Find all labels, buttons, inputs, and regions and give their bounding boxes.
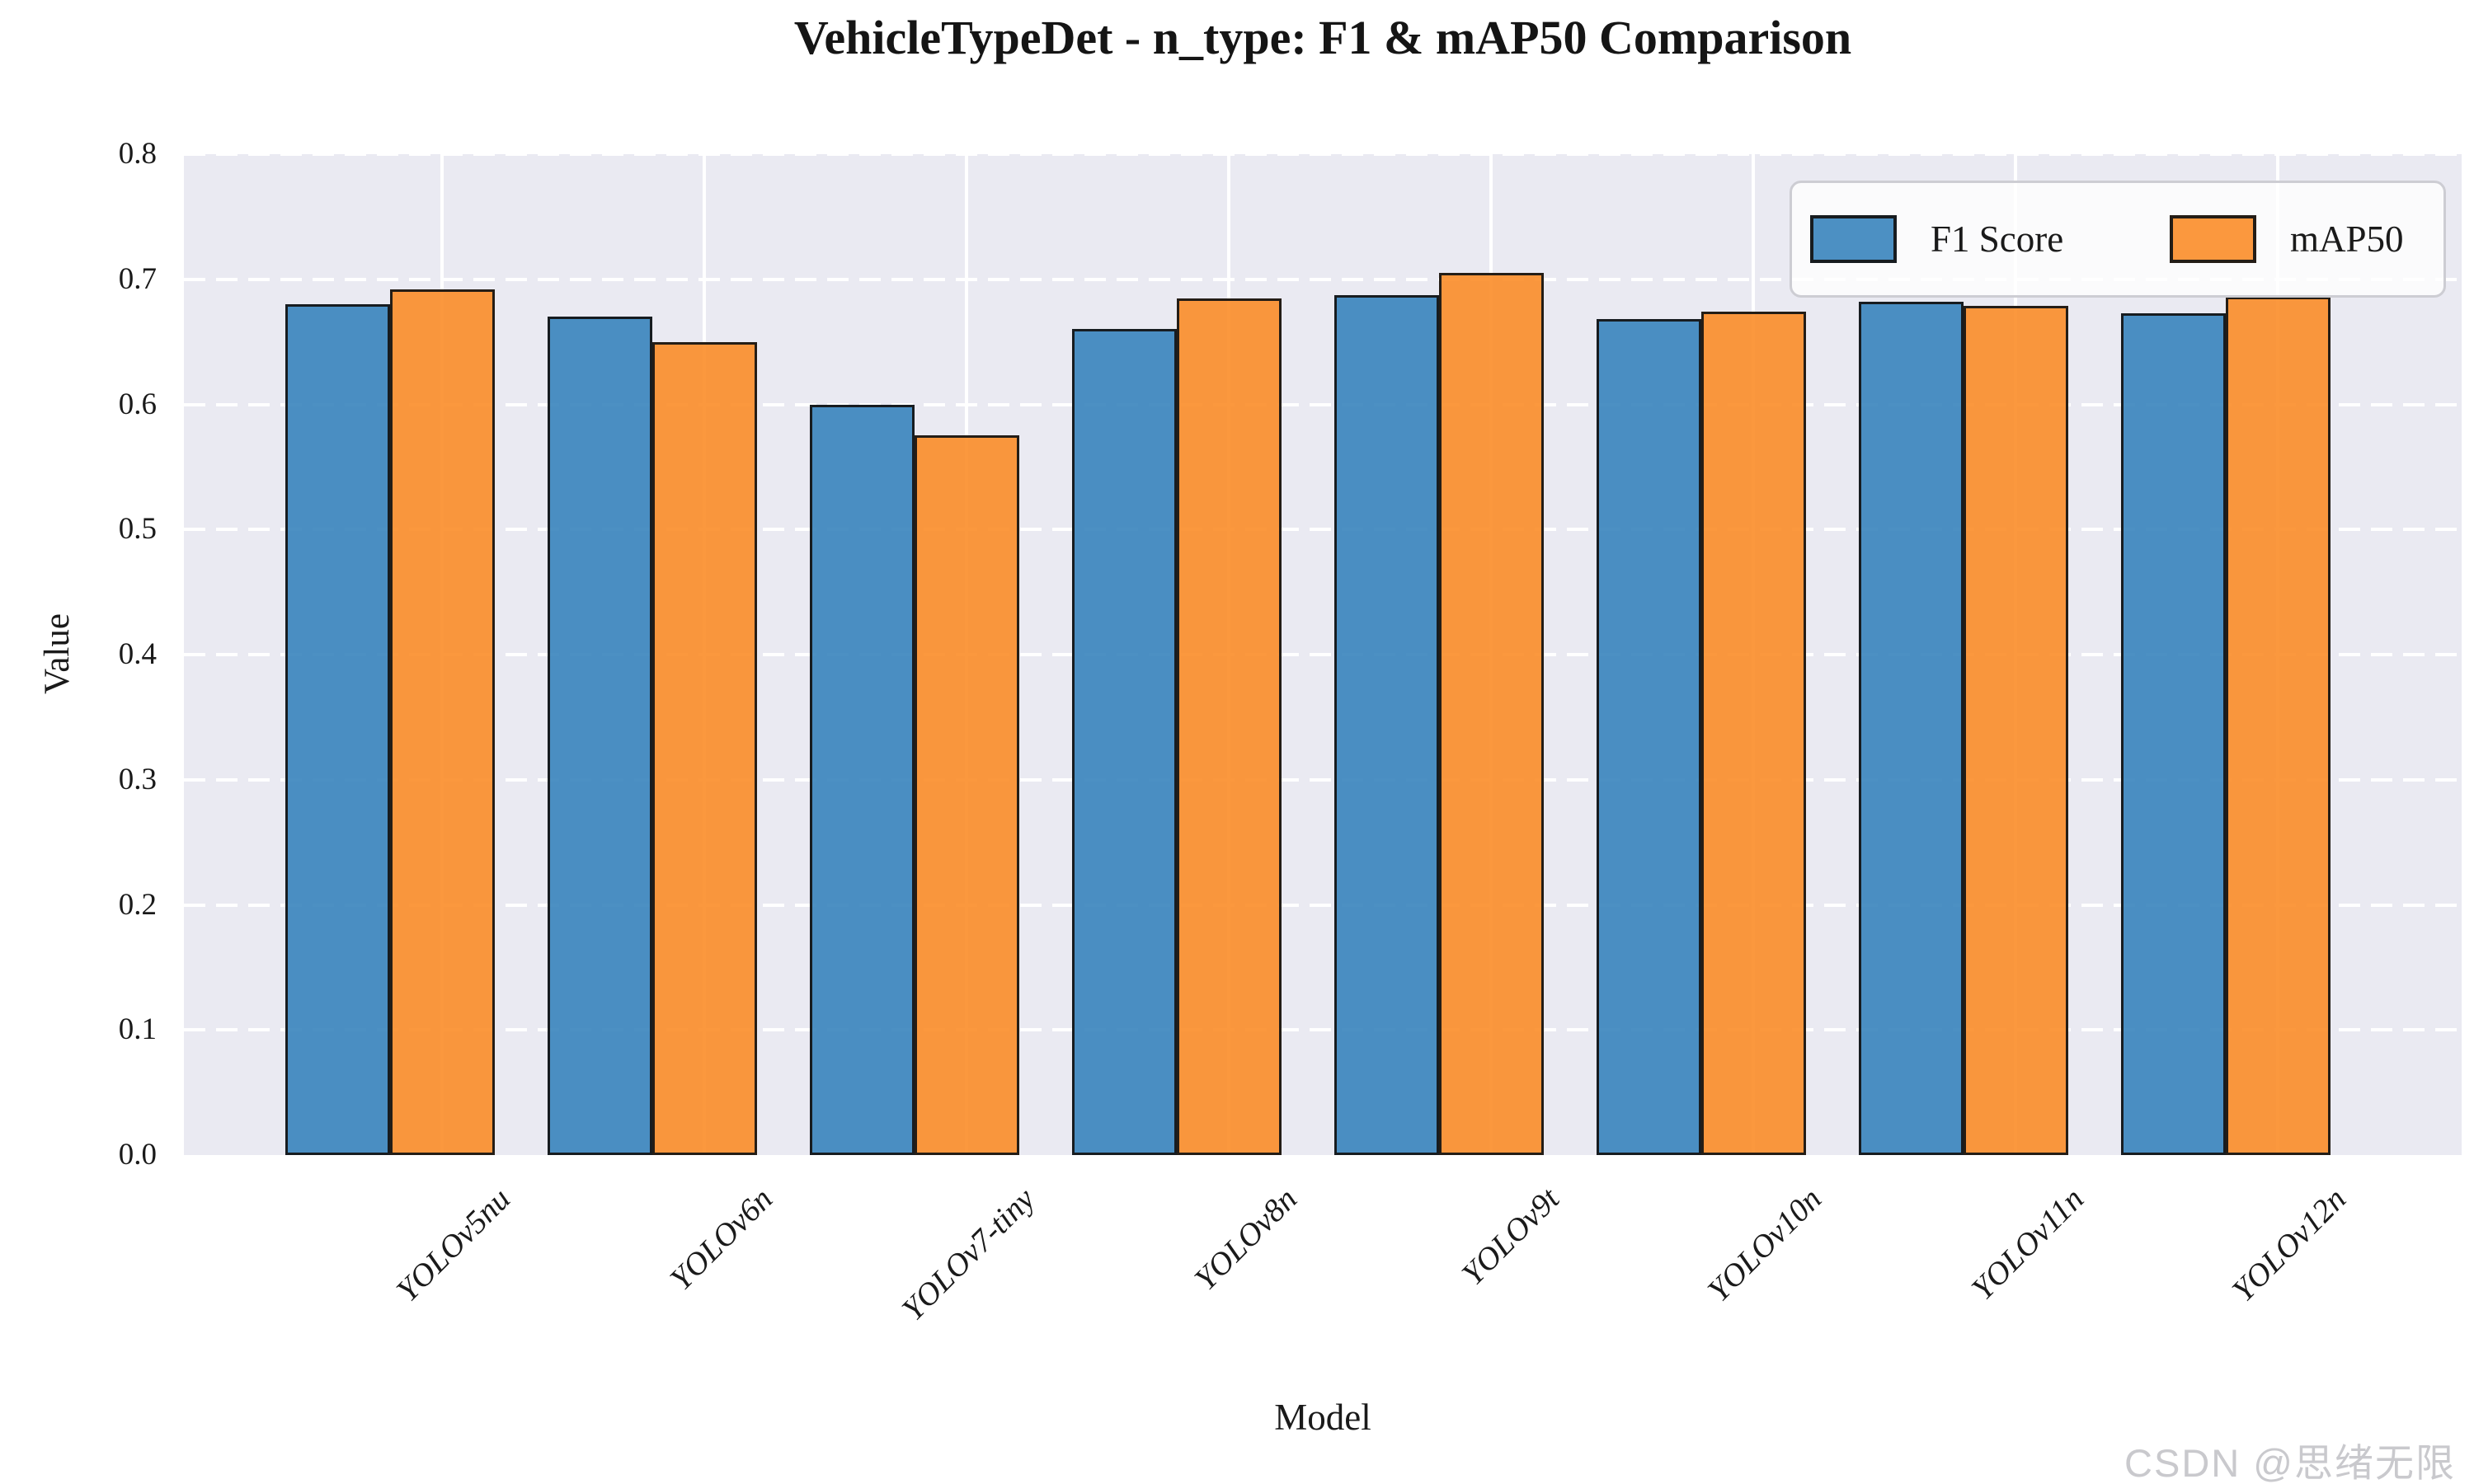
y-tick-label-0.1: 0.1	[118, 1012, 157, 1047]
bar-map50-yolov10n	[1700, 312, 1806, 1155]
y-tick-label-0.0: 0.0	[118, 1138, 157, 1172]
bar-f1-score-yolov11n	[1858, 302, 1964, 1155]
y-tick-label-0.4: 0.4	[118, 637, 157, 671]
bar-f1-score-yolov7-tiny	[809, 404, 915, 1155]
gridline-horizontal-0.1	[184, 1028, 2462, 1032]
legend-label-map50: mAP50	[2290, 218, 2404, 260]
chart-title: VehicleTypeDet - n_type: F1 & mAP50 Comp…	[793, 11, 1852, 64]
gridline-horizontal-0.6	[184, 402, 2462, 406]
gridline-horizontal-0.8	[184, 153, 2462, 156]
gridline-horizontal-0.4	[184, 653, 2462, 656]
bar-map50-yolov6n	[651, 341, 757, 1155]
bar-map50-yolov11n	[1963, 305, 2068, 1155]
bar-map50-yolov9t	[1438, 273, 1544, 1155]
plot-area	[184, 153, 2462, 1155]
y-tick-label-0.3: 0.3	[118, 762, 157, 796]
bar-map50-yolov8n	[1176, 298, 1282, 1155]
x-axis-label: Model	[1274, 1397, 1371, 1438]
y-tick-label-0.2: 0.2	[118, 887, 157, 922]
watermark: CSDN @思绪无限	[2124, 1441, 2456, 1484]
bar-f1-score-yolov9t	[1333, 295, 1439, 1155]
y-tick-label-0.7: 0.7	[118, 261, 157, 296]
gridline-horizontal-0.2	[184, 903, 2462, 907]
y-tick-label-0.6: 0.6	[118, 387, 157, 421]
bar-map50-yolov7-tiny	[914, 435, 1019, 1155]
y-tick-label-0.5: 0.5	[118, 512, 157, 547]
bar-map50-yolov5nu	[389, 289, 495, 1155]
gridline-horizontal-0.7	[184, 277, 2462, 281]
gridline-horizontal-0.5	[184, 528, 2462, 532]
bar-f1-score-yolov6n	[547, 317, 652, 1155]
bar-f1-score-yolov5nu	[285, 304, 390, 1155]
gridline-horizontal-0.3	[184, 777, 2462, 782]
bar-f1-score-yolov10n	[1596, 319, 1701, 1155]
y-tick-label-0.8: 0.8	[118, 137, 157, 171]
bar-f1-score-yolov12n	[2120, 312, 2226, 1155]
legend: F1 Score mAP50	[1790, 181, 2446, 298]
bar-f1-score-yolov8n	[1071, 329, 1177, 1155]
bar-map50-yolov12n	[2225, 297, 2331, 1155]
legend-swatch-f1-score	[1810, 215, 1897, 263]
legend-label-f1-score: F1 Score	[1931, 218, 2064, 260]
legend-swatch-map50	[2170, 215, 2256, 263]
